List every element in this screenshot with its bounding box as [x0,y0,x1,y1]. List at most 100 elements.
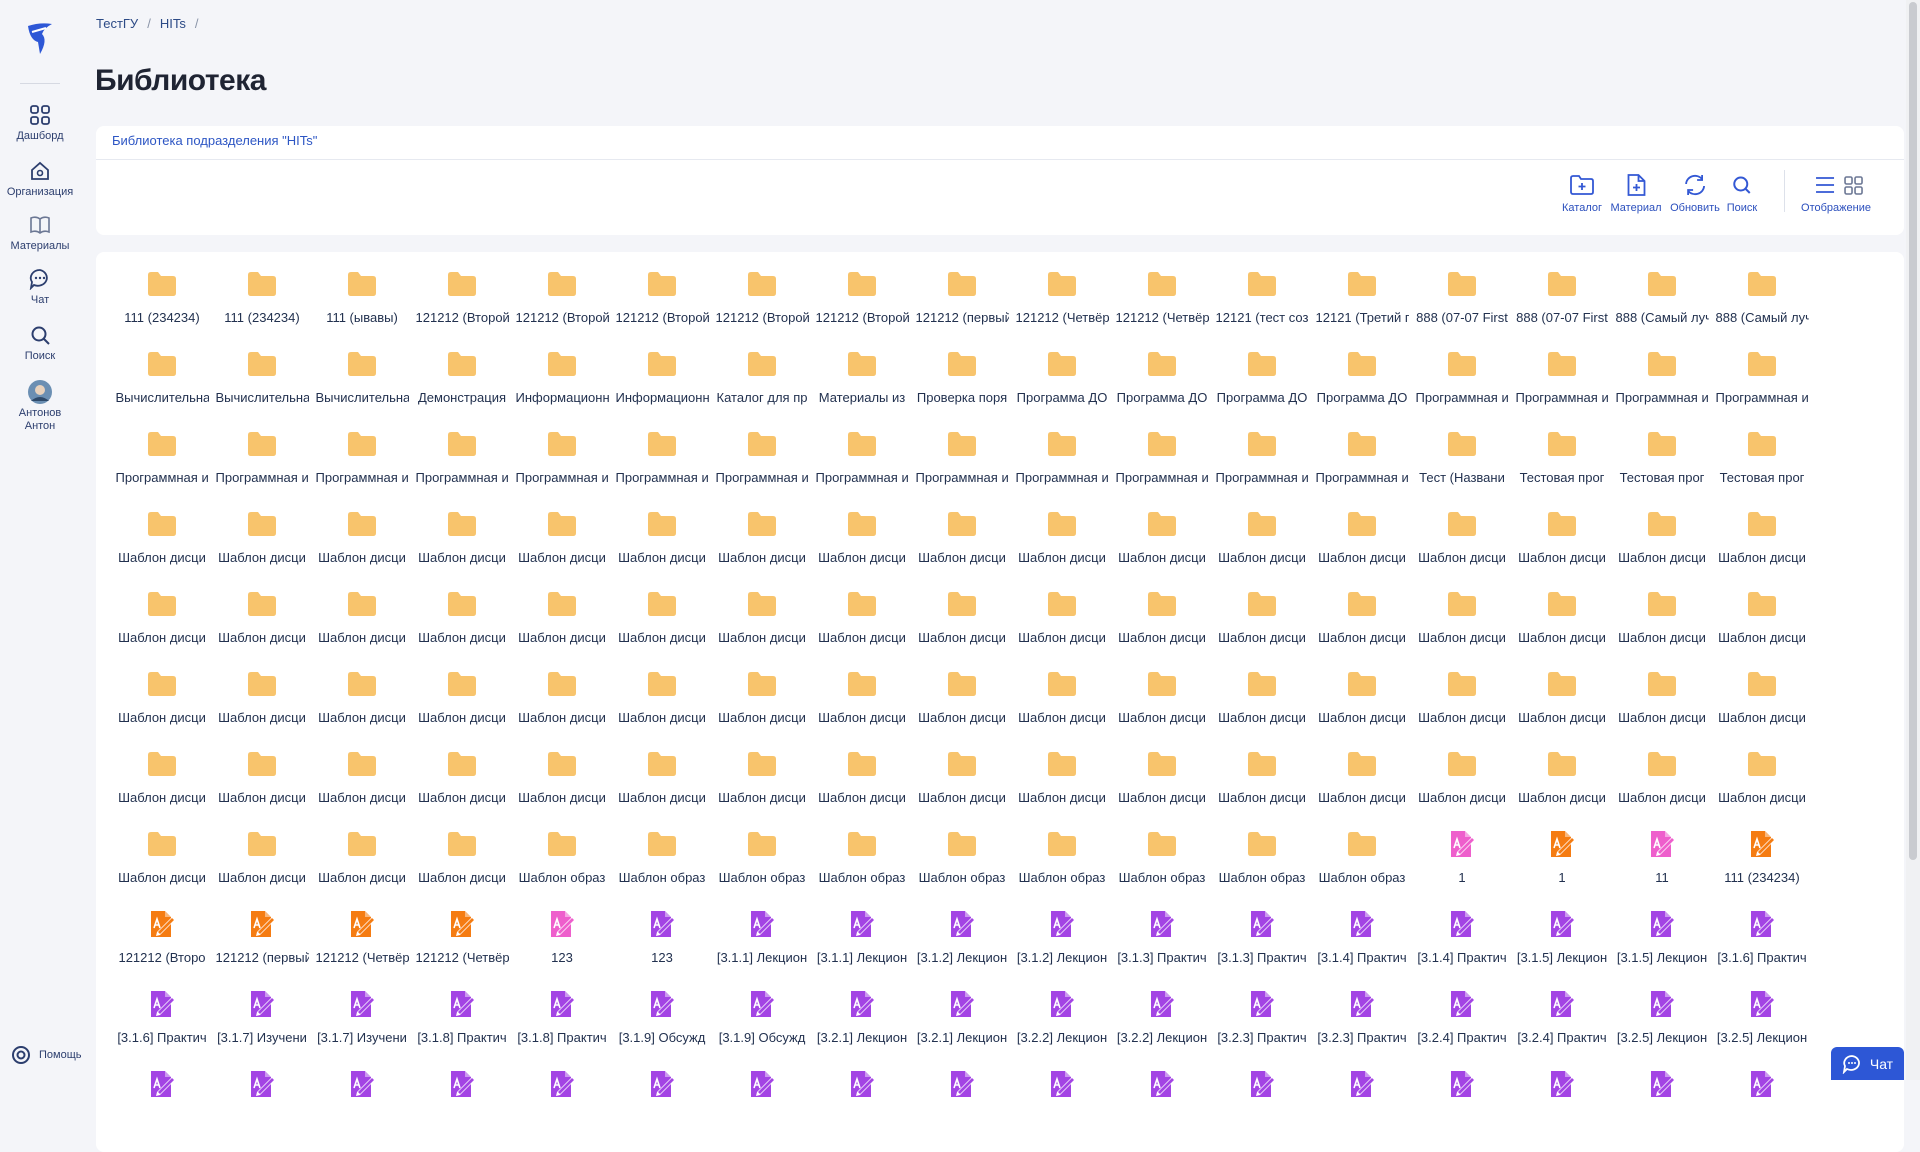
breadcrumb[interactable]: ТестГУ [96,16,139,31]
library-item[interactable]: 111 (234234) [112,268,212,348]
library-item[interactable]: Шаблон дисци [712,508,812,588]
library-item[interactable]: 1 [1412,828,1512,908]
library-item[interactable]: [3.1.8] Практич [512,988,612,1068]
logo[interactable] [22,20,56,56]
library-item[interactable]: Программная и [612,428,712,508]
help[interactable]: Помощь [11,1045,82,1065]
library-item[interactable]: Проверка поря [912,348,1012,428]
nav-organization[interactable]: Организация [0,160,80,198]
library-item[interactable]: Шаблон дисци [1612,748,1712,828]
library-item[interactable]: Шаблон дисци [512,748,612,828]
library-item[interactable]: [3.1.2] Лекцион [1012,908,1112,988]
library-item[interactable]: Шаблон дисци [1312,508,1412,588]
library-item[interactable]: 888 (Самый луч [1712,268,1812,348]
library-item[interactable]: [3.1.4] Практич [1412,908,1512,988]
library-item[interactable]: Демонстрация [412,348,512,428]
library-item[interactable]: Шаблон дисци [1712,748,1812,828]
library-item[interactable]: Программная и [1612,348,1712,428]
library-item[interactable]: Тестовая прог [1612,428,1712,508]
library-item[interactable]: Шаблон дисци [1612,508,1712,588]
library-item[interactable]: [3.1.7] Изучени [212,988,312,1068]
library-item[interactable]: Программная и [1512,348,1612,428]
library-item[interactable]: Шаблон дисци [812,508,912,588]
library-item[interactable]: Шаблон дисци [1212,748,1312,828]
library-item[interactable]: Шаблон образ [612,828,712,908]
library-item[interactable]: Вычислительна [112,348,212,428]
library-item[interactable]: Программная и [912,428,1012,508]
library-item[interactable] [1512,1068,1612,1148]
library-item[interactable]: 111 (234234) [212,268,312,348]
library-item[interactable]: [3.1.8] Практич [412,988,512,1068]
nav-search[interactable]: Поиск [0,324,80,362]
library-item[interactable]: [3.2.5] Лекцион [1612,988,1712,1068]
library-item[interactable]: Программная и [412,428,512,508]
library-item[interactable]: Шаблон дисци [612,668,712,748]
library-item[interactable]: [3.2.1] Лекцион [812,988,912,1068]
library-item[interactable]: 123 [512,908,612,988]
library-item[interactable] [612,1068,712,1148]
library-item[interactable]: Программная и [1712,348,1812,428]
library-item[interactable]: Шаблон дисци [1112,748,1212,828]
library-item[interactable]: Шаблон дисци [1212,668,1312,748]
library-item[interactable]: Шаблон дисци [1512,748,1612,828]
library-item[interactable]: Шаблон образ [1012,828,1112,908]
library-item[interactable]: Программная и [112,428,212,508]
library-item[interactable]: Программа ДО [1312,348,1412,428]
library-item[interactable]: [3.2.2] Лекцион [1112,988,1212,1068]
library-item[interactable]: [3.2.3] Практич [1212,988,1312,1068]
library-item[interactable]: 121212 (Второй [812,268,912,348]
library-item[interactable]: Шаблон дисци [1212,588,1312,668]
library-item[interactable]: 121212 (Второй [512,268,612,348]
library-item[interactable]: 111 (234234) [1712,828,1812,908]
library-item[interactable]: Шаблон образ [812,828,912,908]
library-item[interactable]: Программная и [1412,348,1512,428]
library-item[interactable]: 11 [1612,828,1712,908]
library-item[interactable]: Шаблон дисци [712,588,812,668]
library-item[interactable]: Шаблон образ [712,828,812,908]
library-item[interactable]: Программная и [812,428,912,508]
library-item[interactable]: Шаблон дисци [1712,588,1812,668]
library-item[interactable]: Шаблон дисци [412,828,512,908]
library-item[interactable]: Шаблон дисци [1412,508,1512,588]
library-item[interactable]: Шаблон дисци [312,828,412,908]
library-item[interactable]: Шаблон дисци [112,668,212,748]
library-item[interactable]: Вычислительна [212,348,312,428]
library-item[interactable]: [3.1.5] Лекцион [1612,908,1712,988]
library-item[interactable]: [3.1.6] Практич [1712,908,1812,988]
library-item[interactable]: 121212 (первый [212,908,312,988]
library-item[interactable] [112,1068,212,1148]
library-item[interactable]: 121212 (Второй [612,268,712,348]
library-item[interactable]: Шаблон дисци [212,668,312,748]
library-item[interactable] [1712,1068,1812,1148]
chat-button[interactable]: Чат [1831,1047,1904,1080]
library-item[interactable]: Программная и [1312,428,1412,508]
tool-view[interactable]: Отображение [1801,173,1871,214]
library-item[interactable]: Тест (Названи [1412,428,1512,508]
library-item[interactable]: Шаблон дисци [1312,588,1412,668]
library-item[interactable]: Шаблон дисци [312,588,412,668]
library-item[interactable]: Шаблон образ [512,828,612,908]
library-item[interactable]: Шаблон дисци [1012,668,1112,748]
library-item[interactable]: [3.2.4] Практич [1512,988,1612,1068]
library-item[interactable]: Программа ДО [1112,348,1212,428]
nav-materials[interactable]: Материалы [0,214,80,252]
library-item[interactable]: Шаблон дисци [1112,508,1212,588]
library-item[interactable]: [3.1.5] Лекцион [1512,908,1612,988]
library-item[interactable] [1412,1068,1512,1148]
library-item[interactable]: Шаблон дисци [1612,588,1712,668]
nav-chat[interactable]: Чат [0,268,80,306]
library-item[interactable]: Шаблон образ [912,828,1012,908]
library-item[interactable]: Шаблон дисци [1112,588,1212,668]
tab[interactable]: Библиотека подразделения "HITs" [112,133,318,148]
library-item[interactable]: 123 [612,908,712,988]
library-item[interactable] [812,1068,912,1148]
library-item[interactable]: [3.2.3] Практич [1312,988,1412,1068]
library-item[interactable]: Программная и [712,428,812,508]
library-item[interactable]: Шаблон дисци [112,588,212,668]
library-item[interactable]: [3.1.1] Лекцион [812,908,912,988]
library-item[interactable]: Шаблон дисци [1112,668,1212,748]
library-item[interactable]: Шаблон дисци [612,588,712,668]
library-item[interactable] [1612,1068,1712,1148]
library-item[interactable]: Программная и [1112,428,1212,508]
library-item[interactable]: 12121 (тест соз [1212,268,1312,348]
